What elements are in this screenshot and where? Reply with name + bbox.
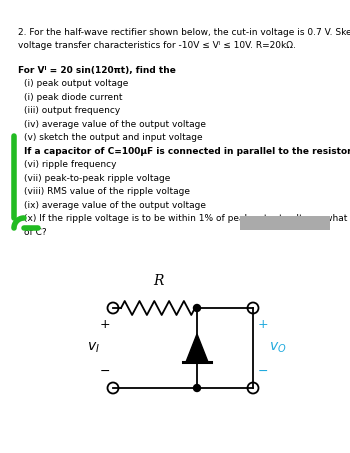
Text: $v_O$: $v_O$ — [269, 341, 287, 355]
Circle shape — [194, 385, 201, 391]
Text: (i) peak diode current: (i) peak diode current — [24, 93, 122, 102]
Text: (x) If the ripple voltage is to be within 1% of peak output voltage, what will b: (x) If the ripple voltage is to be withi… — [24, 214, 350, 223]
Circle shape — [194, 304, 201, 312]
Text: −: − — [258, 365, 268, 378]
Text: (i) peak output voltage: (i) peak output voltage — [24, 79, 128, 88]
Text: (vi) ripple frequency: (vi) ripple frequency — [24, 160, 117, 169]
Text: If a capacitor of C=100μF is connected in parallel to the resistor, find the: If a capacitor of C=100μF is connected i… — [24, 147, 350, 156]
Text: (ix) average value of the output voltage: (ix) average value of the output voltage — [24, 201, 206, 210]
Text: (iv) average value of the output voltage: (iv) average value of the output voltage — [24, 120, 206, 129]
Text: (viii) RMS value of the ripple voltage: (viii) RMS value of the ripple voltage — [24, 187, 190, 196]
Bar — [240, 216, 330, 230]
Text: (v) sketch the output and input voltage: (v) sketch the output and input voltage — [24, 133, 203, 142]
Text: −: − — [100, 365, 110, 378]
Text: voltage transfer characteristics for -10V ≤ Vᴵ ≤ 10V. R=20kΩ.: voltage transfer characteristics for -10… — [18, 42, 296, 50]
Text: +: + — [258, 318, 268, 331]
Polygon shape — [186, 334, 208, 362]
Text: (iii) output frequency: (iii) output frequency — [24, 106, 120, 116]
Text: (vii) peak-to-peak ripple voltage: (vii) peak-to-peak ripple voltage — [24, 174, 170, 183]
Text: of C?: of C? — [24, 228, 47, 237]
Text: R: R — [153, 274, 163, 288]
Text: For Vᴵ = 20 sin(120πt), find the: For Vᴵ = 20 sin(120πt), find the — [18, 66, 176, 75]
Text: $v_I$: $v_I$ — [86, 341, 99, 355]
Text: 2. For the half-wave rectifier shown below, the cut-in voltage is 0.7 V. Sketch : 2. For the half-wave rectifier shown bel… — [18, 28, 350, 37]
Text: +: + — [100, 318, 110, 331]
